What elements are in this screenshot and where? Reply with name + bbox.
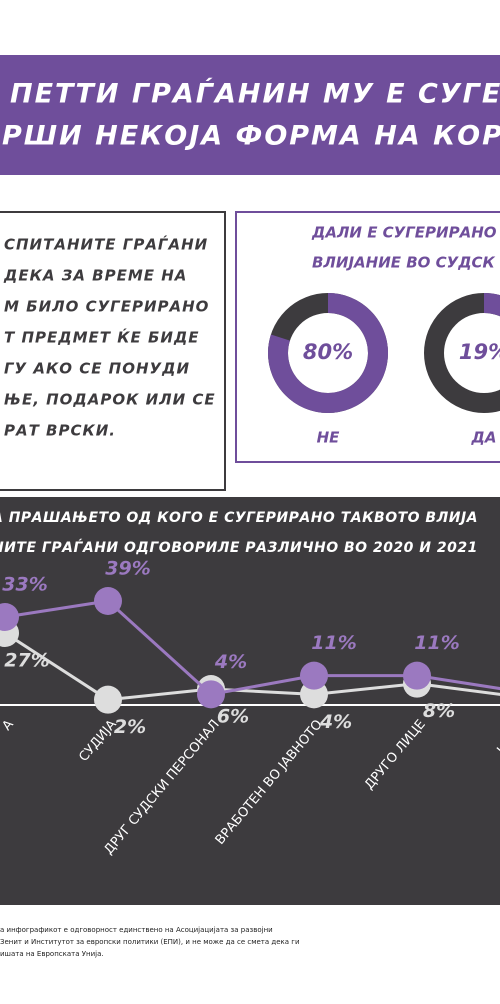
point (197, 680, 225, 709)
donut-box (235, 211, 500, 463)
value-label: 4% (214, 651, 247, 673)
point (0, 603, 19, 631)
intro-line: СПИТАНИТЕ ГРАЃАНИ (4, 235, 208, 254)
donut-label: ДА (471, 429, 497, 447)
value-label: 27% (4, 650, 49, 672)
banner-line: ПЕТТИ ГРАЃАНИН МУ Е СУГЕ (10, 78, 500, 110)
intro-line: Т ПРЕДМЕТ ЌЕ БИДЕ (4, 328, 200, 347)
value-label: 8% (423, 700, 455, 722)
point (94, 685, 122, 714)
chart-title: А ПРАШАЊЕТО ОД КОГО Е СУГЕРИРАНО ТАКВОТО… (0, 510, 478, 526)
value-label: 2% (114, 716, 146, 738)
value-label: 11% (414, 632, 459, 654)
donut-label: НЕ (317, 429, 341, 447)
footer-line: а инфографикот е одговорност единствено … (0, 926, 273, 934)
chart-panel (0, 497, 500, 905)
donut-value: 80% (303, 340, 353, 364)
value-label: 33% (2, 574, 47, 596)
chart-title: НИТЕ ГРАЃАНИ ОДГОВОРИЛЕ РАЗЛИЧНО ВО 2020… (0, 539, 478, 556)
series-line (4, 599, 500, 696)
footer-line: ишата на Европската Унија. (0, 950, 104, 958)
intro-line: ГУ АКО СЕ ПОНУДИ (4, 360, 190, 378)
value-label: 6% (217, 706, 249, 728)
intro-line: ДЕКА ЗА ВРЕМЕ НА (3, 267, 187, 285)
intro-line: М БИЛО СУГЕРИРАНО (4, 298, 209, 316)
series-line (4, 631, 500, 702)
intro-line: ЊЕ, ПОДАРОК ИЛИ СЕ (4, 391, 216, 409)
donut-title: ВЛИЈАНИЕ ВО СУДСК (312, 254, 496, 272)
footer-line: Зенит и Институтот за европски политики … (0, 938, 300, 946)
banner (0, 55, 500, 175)
value-label: 11% (311, 632, 356, 654)
donut-arc (268, 293, 388, 413)
banner-line: РШИ НЕКОЈА ФОРМА НА КОР (2, 121, 500, 152)
value-label: 39% (105, 558, 150, 580)
donut-arc (483, 293, 500, 317)
value-label: 4% (319, 711, 352, 733)
donut-value: 19% (459, 340, 500, 364)
donut-title: ДАЛИ Е СУГЕРИРАНО (311, 224, 497, 242)
point (300, 661, 328, 690)
intro-box (0, 211, 226, 491)
point (94, 587, 122, 615)
point (403, 661, 431, 690)
intro-line: РАТ ВРСКИ. (4, 422, 116, 440)
